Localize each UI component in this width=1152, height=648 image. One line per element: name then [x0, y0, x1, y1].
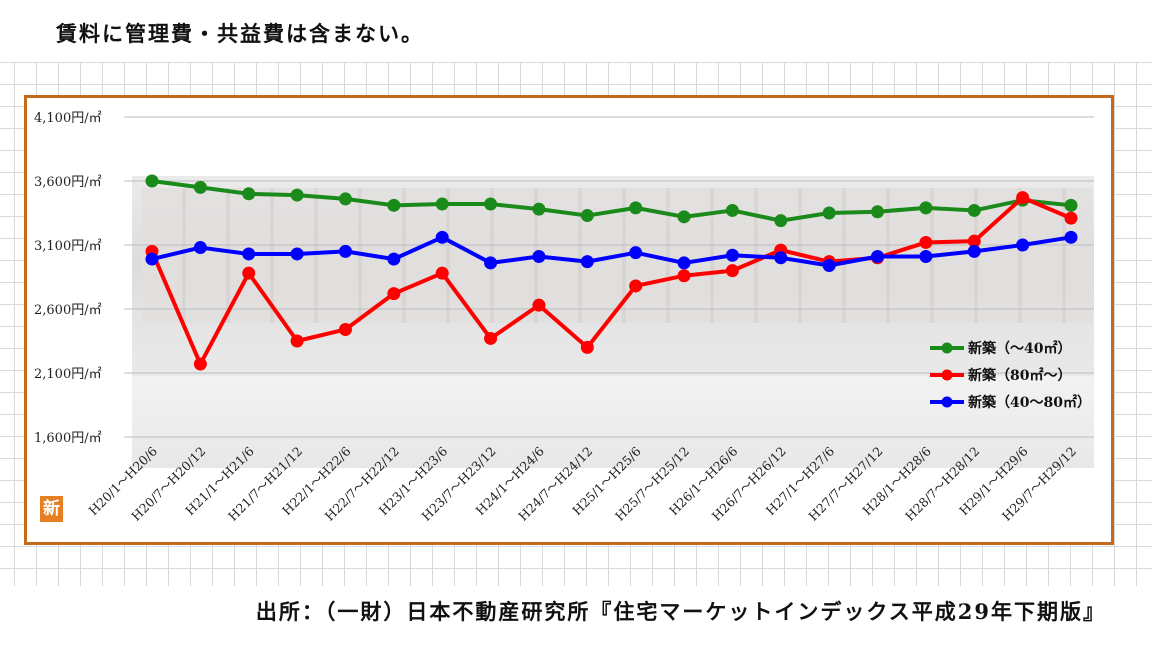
data-point [338, 244, 352, 258]
data-point [484, 331, 498, 345]
data-point [677, 269, 691, 283]
legend-marker [941, 369, 953, 381]
series-line-2 [151, 235, 1072, 268]
data-point [580, 340, 594, 354]
data-point [193, 357, 207, 371]
data-point [629, 246, 643, 260]
data-point [871, 250, 885, 264]
data-point [338, 322, 352, 336]
data-point [435, 266, 449, 280]
rent-note: 賃料に管理費・共益費は含まない。 [56, 21, 424, 46]
y-tick-label: 3,100円/㎡ [34, 239, 102, 254]
data-point [387, 287, 401, 301]
data-point [1064, 211, 1078, 225]
data-point [774, 214, 788, 228]
data-point [532, 202, 546, 216]
data-point [725, 203, 739, 217]
data-point [967, 244, 981, 258]
gridlines [124, 116, 1094, 438]
header-band [0, 0, 1152, 62]
data-point [967, 203, 981, 217]
data-point [629, 279, 643, 293]
data-point [1016, 238, 1030, 252]
parking-lot [132, 376, 1094, 468]
y-tick-label: 3,600円/㎡ [34, 175, 102, 190]
data-point [871, 205, 885, 219]
data-point [242, 247, 256, 261]
y-tick-label: 2,100円/㎡ [34, 367, 102, 382]
y-tick-label: 2,600円/㎡ [34, 303, 102, 318]
y-tick-label: 1,600円/㎡ [34, 431, 102, 446]
series-group [145, 174, 1078, 371]
data-point [580, 255, 594, 269]
legend-marker [941, 396, 953, 408]
data-point [1064, 198, 1078, 212]
data-point [532, 250, 546, 264]
data-point [677, 256, 691, 270]
data-point [629, 201, 643, 215]
series-line-0 [151, 179, 1072, 223]
data-point [774, 251, 788, 265]
data-point [290, 247, 304, 261]
data-point [145, 174, 159, 188]
data-point [387, 252, 401, 266]
data-point [822, 258, 836, 272]
data-point [919, 201, 933, 215]
legend-marker [941, 342, 953, 354]
data-point [193, 241, 207, 255]
data-point [580, 209, 594, 223]
data-point [919, 250, 933, 264]
data-point [822, 206, 836, 220]
data-point [967, 234, 981, 248]
legend-label: 新築（～40㎡） [968, 340, 1071, 357]
legend: 新築（～40㎡） 新築（80㎡～） 新築（40～80㎡） [930, 340, 1091, 411]
data-point [484, 197, 498, 211]
data-point [532, 298, 546, 312]
data-point [725, 248, 739, 262]
data-point [290, 334, 304, 348]
x-axis: H20/1～H20/6H20/7～H20/12H21/1～H21/6H21/7～… [86, 443, 1080, 523]
data-point [725, 264, 739, 278]
y-axis: 4,100円/㎡ 3,600円/㎡ 3,100円/㎡ 2,600円/㎡ 2,100円/㎡… [34, 111, 102, 446]
new-badge-icon: 新 [40, 496, 63, 522]
data-point [338, 192, 352, 206]
data-point [919, 235, 933, 249]
footer-band [0, 586, 1152, 648]
data-point [242, 266, 256, 280]
data-point [242, 187, 256, 201]
legend-label: 新築（40～80㎡） [968, 394, 1091, 411]
series-line-1 [150, 195, 1072, 367]
source-citation: 出所：（一財）日本不動産研究所『住宅マーケットインデックス平成29年下期版』 [255, 599, 1106, 624]
data-point [435, 197, 449, 211]
data-point [145, 252, 159, 266]
data-point [435, 230, 449, 244]
data-point [484, 256, 498, 270]
data-point [387, 198, 401, 212]
data-point [1016, 191, 1030, 205]
data-point [1064, 230, 1078, 244]
data-point [193, 180, 207, 194]
legend-label: 新築（80㎡～） [968, 367, 1071, 384]
y-tick-label: 4,100円/㎡ [34, 111, 102, 126]
data-point [290, 188, 304, 202]
data-point [677, 210, 691, 224]
